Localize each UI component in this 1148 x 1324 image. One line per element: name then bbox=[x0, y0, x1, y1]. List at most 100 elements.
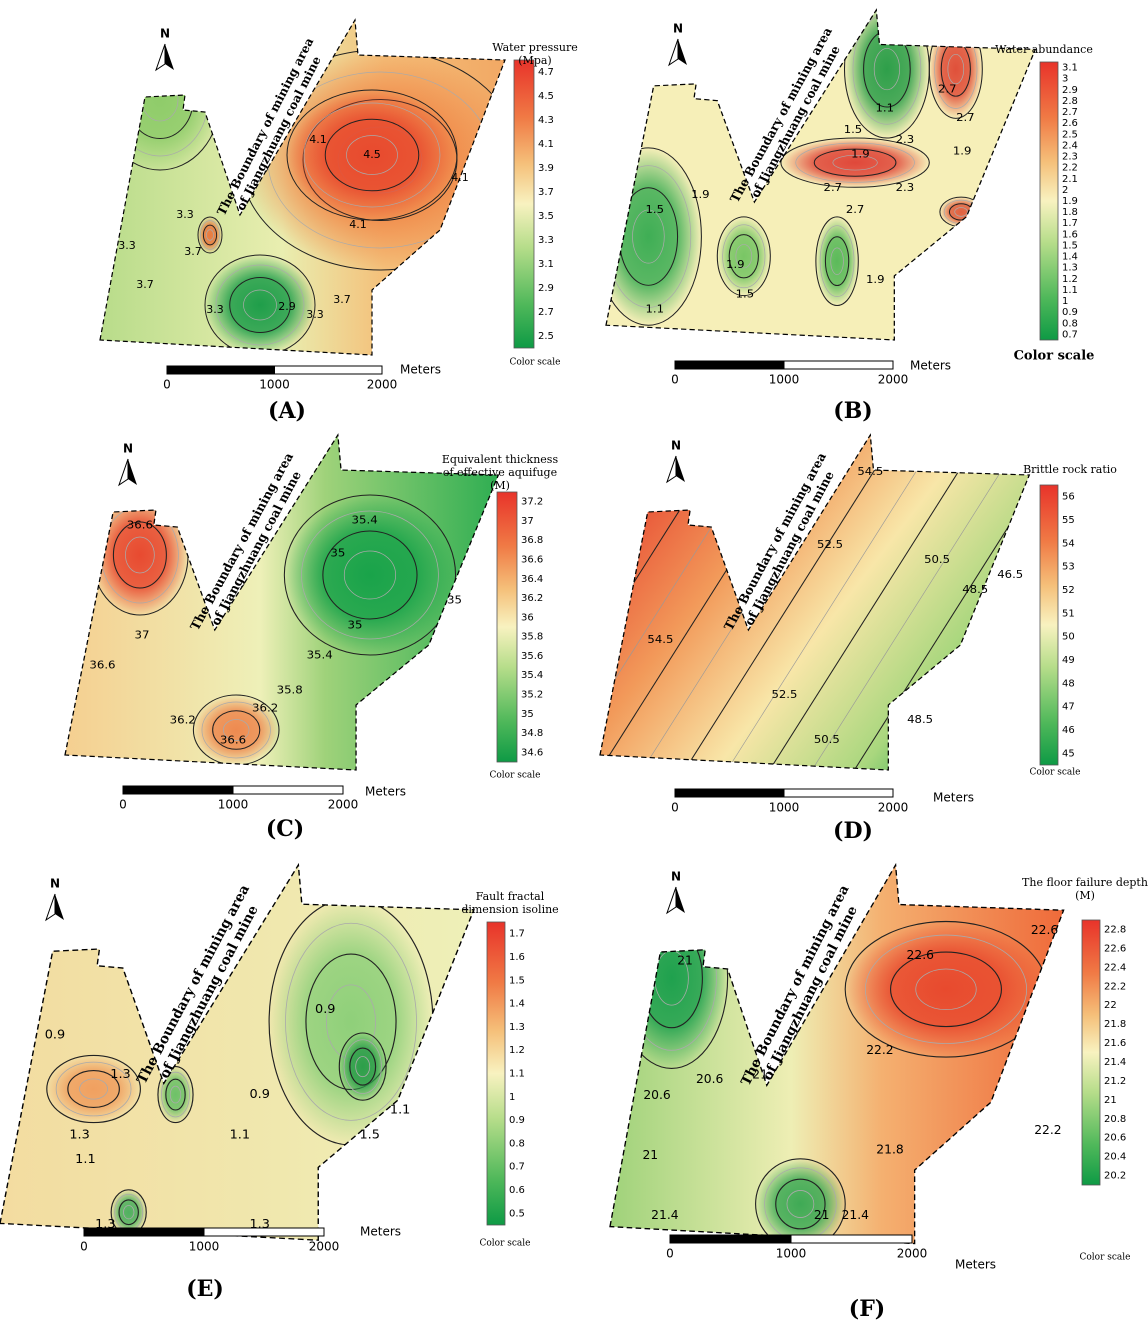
colorbar bbox=[496, 491, 518, 763]
colorbar-tick-label: 1.7 bbox=[1062, 218, 1078, 229]
colorbar-tick-label: 0.9 bbox=[509, 1115, 525, 1126]
contour-label: 22.2 bbox=[1034, 1123, 1061, 1137]
contour-line bbox=[786, 1190, 815, 1218]
contour-line bbox=[157, 1066, 194, 1124]
contour-line bbox=[722, 224, 766, 289]
contour-line bbox=[815, 216, 859, 306]
legend-title: Water abundance bbox=[995, 43, 1093, 56]
colorbar-tick-label: 20.2 bbox=[1104, 1171, 1126, 1182]
contour-label: 2.3 bbox=[896, 182, 915, 195]
colorbar-tick-label: 3.3 bbox=[538, 235, 554, 246]
contour-line bbox=[830, 247, 844, 275]
contour-label: 1.9 bbox=[851, 148, 870, 161]
contour-label: 21.4 bbox=[842, 1208, 870, 1222]
colorbar-tick-label: 3.1 bbox=[538, 259, 554, 270]
contour-label: 36.2 bbox=[252, 701, 278, 715]
contour-line bbox=[285, 922, 417, 1121]
color-zone bbox=[992, 266, 1036, 326]
color-zone bbox=[284, 495, 456, 655]
contour-line bbox=[438, 1126, 451, 1141]
contour-label: 48.5 bbox=[907, 712, 933, 726]
scale-label: 2000 bbox=[367, 378, 398, 392]
color-zone bbox=[100, 30, 220, 170]
contour-label: 35.4 bbox=[352, 513, 378, 527]
colorbar-tick-label: 1.5 bbox=[1062, 240, 1078, 251]
colorbar-tick-label: 34.8 bbox=[521, 728, 543, 739]
color-scale-label: Color scale bbox=[480, 1239, 531, 1249]
colorbar bbox=[1039, 61, 1059, 341]
legend-title: Water pressure bbox=[492, 41, 578, 54]
colorbar-tick-label: 21.6 bbox=[1104, 1038, 1126, 1049]
color-zone bbox=[845, 921, 1047, 1058]
contour-line bbox=[726, 435, 940, 770]
scale-bar-white bbox=[790, 1234, 913, 1244]
north-label: N bbox=[123, 442, 133, 456]
colorbar-tick-label: 2.1 bbox=[1062, 174, 1078, 185]
colorbar-tick-label: 2.5 bbox=[1062, 129, 1078, 140]
colorbar-tick-label: 20.4 bbox=[1104, 1152, 1126, 1163]
contour-label: 54.5 bbox=[857, 464, 883, 478]
contour-line bbox=[324, 118, 420, 192]
contour-label: 1.5 bbox=[645, 203, 664, 216]
contour-label: 1.5 bbox=[844, 123, 863, 136]
arrow-half bbox=[128, 459, 137, 485]
colorbar-tick-label: 46 bbox=[1062, 725, 1075, 736]
colorbar-tick-label: 0.6 bbox=[509, 1185, 525, 1196]
contour-line bbox=[355, 1056, 371, 1078]
colorbar-tick-label: 0.7 bbox=[509, 1162, 525, 1173]
contour-label: 52.5 bbox=[817, 537, 843, 551]
contour-label: 35.8 bbox=[277, 683, 303, 697]
colorbar-tick-label: 35 bbox=[521, 709, 534, 720]
contour-line bbox=[79, 1078, 109, 1100]
colorbar-tick-label: 22.2 bbox=[1104, 981, 1126, 992]
colorbar-tick-label: 49 bbox=[1062, 655, 1075, 666]
contour-label: 2.7 bbox=[846, 203, 865, 216]
legend-title: (M) bbox=[1075, 889, 1095, 902]
contour-line bbox=[426, 1110, 463, 1157]
colorbar-tick-label: 21.4 bbox=[1104, 1057, 1126, 1068]
contour-label: 1.5 bbox=[359, 1127, 379, 1142]
contour-label: 50.5 bbox=[814, 732, 840, 746]
color-zone bbox=[339, 1033, 387, 1101]
scale-bar-white bbox=[232, 785, 344, 795]
colorbar-tick-label: 1.3 bbox=[1062, 263, 1078, 274]
contour-line bbox=[165, 1078, 186, 1111]
contour-line bbox=[215, 264, 305, 346]
contour-line bbox=[169, 1085, 182, 1104]
contour-line bbox=[46, 1054, 141, 1124]
contour-label: 2.3 bbox=[896, 133, 915, 146]
color-zone bbox=[111, 1189, 147, 1235]
scale-bar-black bbox=[166, 365, 275, 375]
colorbar-tick-label: 47 bbox=[1062, 702, 1075, 713]
legend-title: Equivalent thickness bbox=[442, 453, 559, 466]
colorbar-tick-label: 1.8 bbox=[1062, 207, 1078, 218]
contour-label: 1.9 bbox=[953, 145, 972, 158]
scale-bar-black bbox=[674, 788, 785, 798]
scale-bar-white bbox=[783, 360, 894, 370]
contour-label: 36.6 bbox=[220, 733, 246, 747]
colorbar-tick-label: 1.1 bbox=[509, 1069, 525, 1080]
scale-label: 1000 bbox=[218, 798, 249, 812]
color-zone bbox=[755, 1158, 846, 1244]
scale-label: 1000 bbox=[189, 1240, 220, 1254]
contour-label: 1.1 bbox=[230, 1127, 250, 1142]
contour-label: 21 bbox=[642, 1148, 658, 1162]
scale-unit: Meters bbox=[955, 1258, 996, 1272]
colorbar-tick-label: 45 bbox=[1062, 748, 1075, 759]
scale-label: 0 bbox=[671, 373, 679, 387]
contour-label: 21.8 bbox=[876, 1142, 904, 1156]
contour-line bbox=[824, 236, 850, 287]
contour-label: 4.1 bbox=[349, 218, 367, 231]
colorbar bbox=[486, 921, 506, 1226]
colorbar-tick-label: 35.2 bbox=[521, 690, 543, 701]
contour-line bbox=[67, 1069, 120, 1109]
color-zone bbox=[780, 138, 930, 188]
contour-label: 1.3 bbox=[95, 1216, 115, 1231]
contour-label: 22.6 bbox=[1031, 923, 1059, 937]
contour-line bbox=[197, 216, 223, 254]
contour-line bbox=[202, 224, 218, 246]
